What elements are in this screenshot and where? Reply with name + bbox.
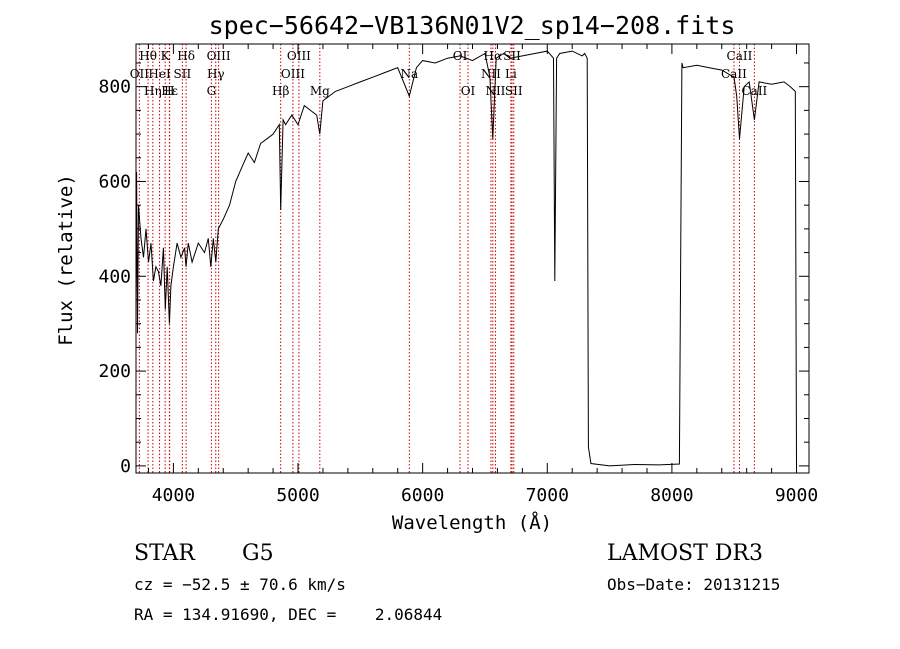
- x-tick-label-9000: 9000: [775, 485, 818, 506]
- spectral-label-3: K: [161, 49, 171, 63]
- x-tick-label-7000: 7000: [526, 485, 569, 506]
- spectral-label-7: SII: [174, 67, 192, 81]
- observation-date: Obs−Date: 20131215: [607, 575, 780, 594]
- spectral-label-15: Mg: [310, 84, 330, 98]
- spectral-label-26: CaII: [721, 67, 747, 81]
- spectral-line-markers: [138, 44, 755, 473]
- spectral-label-9: OIII: [207, 49, 231, 63]
- spectral-label-13: OIII: [287, 49, 311, 63]
- spectral-label-25: CaII: [727, 49, 753, 63]
- spectral-label-5: Hε: [161, 84, 178, 98]
- spectral-label-23: Li: [505, 67, 517, 81]
- spectral-label-18: OI: [461, 84, 476, 98]
- chart-title: spec−56642−VB136N01V2_sp14−208.fits: [209, 11, 736, 40]
- object-class: STAR: [134, 541, 196, 566]
- spectral-label-16: Na: [400, 67, 418, 81]
- x-tick-label-5000: 5000: [276, 485, 319, 506]
- spectral-label-6: Hδ: [177, 49, 195, 63]
- spectral-label-21: NII: [485, 84, 505, 98]
- object-subclass: G5: [242, 541, 274, 566]
- x-axis-ticks: 4000 5000 6000 7000 8000 9000: [147, 44, 818, 506]
- y-tick-label-600: 600: [98, 171, 131, 192]
- spectral-label-19: Hα: [484, 49, 503, 63]
- spectral-label-0: Hθ: [139, 49, 157, 63]
- spectral-label-10: Hγ: [207, 67, 225, 81]
- spectral-label-22: SII: [503, 49, 521, 63]
- x-tick-label-6000: 6000: [401, 485, 444, 506]
- spectral-label-4: HeI: [148, 67, 171, 81]
- spectral-label-2: Hη: [144, 84, 162, 98]
- y-tick-label-400: 400: [98, 266, 131, 287]
- spectral-label-1: OII: [130, 67, 150, 81]
- y-tick-label-0: 0: [120, 456, 131, 477]
- spectral-label-20: NII: [481, 67, 501, 81]
- coordinates: RA = 134.91690, DEC = 2.06844: [134, 605, 442, 624]
- y-axis-ticks: 0 200 400 600 800: [98, 62, 809, 477]
- spectral-label-12: Hβ: [272, 84, 289, 98]
- spectrum-line: [135, 50, 797, 467]
- redshift-cz: cz = −52.5 ± 70.6 km/s: [134, 575, 346, 594]
- spectral-label-27: CaII: [741, 84, 767, 98]
- x-tick-label-4000: 4000: [152, 485, 195, 506]
- y-axis-label: Flux (relative): [55, 174, 77, 346]
- y-tick-label-800: 800: [98, 77, 131, 98]
- plot-frame: [135, 43, 810, 474]
- spectral-label-8: H: [164, 84, 174, 98]
- x-axis-label: Wavelength (Å): [392, 511, 552, 534]
- spectral-label-24: SII: [505, 84, 523, 98]
- survey-name: LAMOST DR3: [607, 541, 763, 566]
- y-tick-label-200: 200: [98, 361, 131, 382]
- spectral-label-14: OIII: [281, 67, 305, 81]
- x-tick-label-8000: 8000: [650, 485, 693, 506]
- spectral-label-11: G: [207, 84, 217, 98]
